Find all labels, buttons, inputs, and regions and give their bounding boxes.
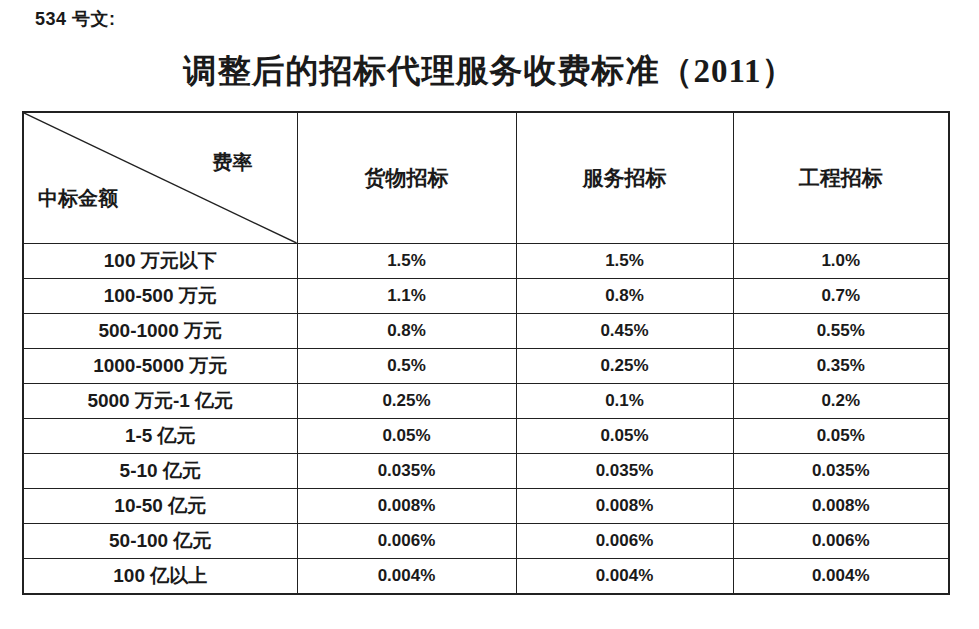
table-row: 100-500 万元 1.1% 0.8% 0.7% (23, 279, 949, 314)
rate-cell: 0.004% (516, 559, 733, 595)
rate-cell: 0.008% (297, 489, 516, 524)
rate-cell: 0.004% (297, 559, 516, 595)
rate-cell: 0.006% (733, 524, 949, 559)
rate-cell: 0.035% (516, 454, 733, 489)
rate-cell: 0.8% (297, 314, 516, 349)
rate-cell: 0.25% (516, 349, 733, 384)
corner-diagonal-line (24, 113, 297, 243)
row-label-cell: 100 亿以上 (23, 559, 297, 595)
table-row: 1-5 亿元 0.05% 0.05% 0.05% (23, 419, 949, 454)
doc-number-label: 534 号文: (35, 7, 116, 31)
rate-cell: 0.25% (297, 384, 516, 419)
document-page: 534 号文: 调整后的招标代理服务收费标准（2011） 费率 中标金额 货物招… (0, 0, 979, 629)
row-label-cell: 1-5 亿元 (23, 419, 297, 454)
table-row: 100 万元以下 1.5% 1.5% 1.0% (23, 244, 949, 279)
rate-cell: 0.006% (297, 524, 516, 559)
rate-cell: 0.008% (733, 489, 949, 524)
column-header-service: 服务招标 (516, 112, 733, 244)
rate-cell: 1.5% (297, 244, 516, 279)
table-row: 100 亿以上 0.004% 0.004% 0.004% (23, 559, 949, 595)
row-label-cell: 10-50 亿元 (23, 489, 297, 524)
table-row: 500-1000 万元 0.8% 0.45% 0.55% (23, 314, 949, 349)
row-label-cell: 100-500 万元 (23, 279, 297, 314)
rate-cell: 0.5% (297, 349, 516, 384)
row-label-cell: 5000 万元-1 亿元 (23, 384, 297, 419)
row-label-cell: 500-1000 万元 (23, 314, 297, 349)
rate-cell: 0.45% (516, 314, 733, 349)
fee-rate-table: 费率 中标金额 货物招标 服务招标 工程招标 100 万元以下 1.5% 1.5… (22, 111, 950, 595)
rate-cell: 0.7% (733, 279, 949, 314)
table-row: 1000-5000 万元 0.5% 0.25% 0.35% (23, 349, 949, 384)
rate-cell: 0.2% (733, 384, 949, 419)
rate-cell: 0.006% (516, 524, 733, 559)
rate-cell: 0.8% (516, 279, 733, 314)
rate-cell: 0.05% (516, 419, 733, 454)
row-label-cell: 1000-5000 万元 (23, 349, 297, 384)
fee-rate-label: 费率 (213, 149, 253, 176)
table-row: 5-10 亿元 0.035% 0.035% 0.035% (23, 454, 949, 489)
page-title: 调整后的招标代理服务收费标准（2011） (0, 49, 979, 94)
rate-cell: 0.008% (516, 489, 733, 524)
rate-cell: 0.35% (733, 349, 949, 384)
rate-cell: 0.035% (733, 454, 949, 489)
row-label-cell: 50-100 亿元 (23, 524, 297, 559)
rate-cell: 1.1% (297, 279, 516, 314)
row-label-cell: 5-10 亿元 (23, 454, 297, 489)
rate-cell: 1.0% (733, 244, 949, 279)
rate-cell: 1.5% (516, 244, 733, 279)
rate-cell: 0.1% (516, 384, 733, 419)
table-row: 5000 万元-1 亿元 0.25% 0.1% 0.2% (23, 384, 949, 419)
rate-cell: 0.55% (733, 314, 949, 349)
column-header-engineering: 工程招标 (733, 112, 949, 244)
rate-cell: 0.05% (297, 419, 516, 454)
table-row: 10-50 亿元 0.008% 0.008% 0.008% (23, 489, 949, 524)
column-header-goods: 货物招标 (297, 112, 516, 244)
header-row: 费率 中标金额 货物招标 服务招标 工程招标 (23, 112, 949, 244)
bid-amount-label: 中标金额 (38, 185, 118, 212)
rate-cell: 0.05% (733, 419, 949, 454)
row-label-cell: 100 万元以下 (23, 244, 297, 279)
rate-cell: 0.035% (297, 454, 516, 489)
table-corner-cell: 费率 中标金额 (23, 112, 297, 244)
table-row: 50-100 亿元 0.006% 0.006% 0.006% (23, 524, 949, 559)
rate-cell: 0.004% (733, 559, 949, 595)
